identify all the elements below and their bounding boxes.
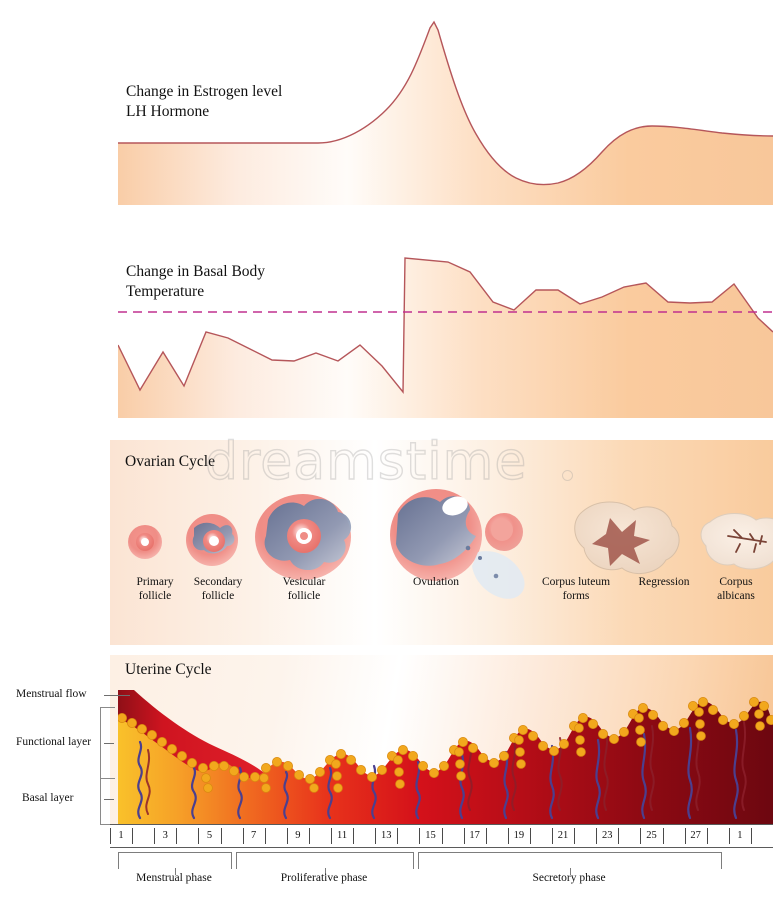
vesicular-follicle-illustration bbox=[255, 494, 352, 580]
axis-day-label: 3 bbox=[162, 830, 168, 841]
axis-tick bbox=[308, 828, 310, 844]
uterine-cycle-title: Uterine Cycle bbox=[125, 661, 212, 678]
follicle-label-ovulation: Ovulation bbox=[413, 576, 459, 588]
axis-tick bbox=[176, 828, 178, 844]
axis-tick bbox=[596, 828, 598, 844]
basal-layer-leader bbox=[104, 799, 114, 800]
axis-tick bbox=[419, 828, 421, 844]
axis-tick bbox=[110, 828, 111, 844]
axis-day-label: 17 bbox=[469, 830, 480, 841]
axis-day-label: 1 bbox=[118, 830, 124, 841]
regression-illustration bbox=[700, 513, 773, 570]
phase-label-menstrual: Menstrual phase bbox=[136, 872, 212, 884]
corpus-luteum-illustration bbox=[574, 501, 680, 575]
endometrium-illustration bbox=[118, 690, 773, 824]
axis-tick bbox=[397, 828, 399, 844]
axis-tick bbox=[154, 828, 156, 844]
axis-tick bbox=[750, 828, 752, 844]
axis-tick bbox=[331, 828, 332, 844]
axis-tick bbox=[640, 828, 642, 844]
bbt-stroke bbox=[118, 257, 773, 394]
axis-tick bbox=[684, 828, 686, 844]
functional-layer-leader bbox=[104, 743, 114, 744]
axis-day-label: 9 bbox=[295, 830, 301, 841]
phase-bracket-menstrual bbox=[118, 852, 232, 875]
phase-bracket-secretory bbox=[418, 852, 722, 875]
label-functional-layer: Functional layer bbox=[16, 736, 92, 748]
axis-tick bbox=[574, 828, 576, 844]
axis-tick bbox=[220, 828, 222, 844]
estrogen-lh-title: Change in Estrogen level LH Hormone bbox=[126, 83, 283, 120]
axis-day-label: 27 bbox=[690, 830, 701, 841]
phase-label-proliferative: Proliferative phase bbox=[280, 872, 368, 884]
phase-label-secretory: Secretory phase bbox=[532, 872, 606, 884]
follicle-label-regression: Regression bbox=[638, 576, 690, 588]
cycle-day-axis: 1 3 5 7 9 11 13 15 17 19 21 23 25 27 1 bbox=[110, 824, 773, 848]
spiral-arteries-secondary bbox=[145, 719, 747, 815]
menstrual-flow-leader bbox=[104, 695, 130, 696]
watermark-dot-icon bbox=[562, 470, 573, 481]
axis-tick bbox=[353, 828, 355, 844]
phase-stem bbox=[175, 868, 176, 875]
label-menstrual-flow: Menstrual flow bbox=[16, 688, 87, 700]
axis-day-label: 15 bbox=[425, 830, 436, 841]
axis-day-label: 5 bbox=[206, 830, 213, 841]
secondary-follicle-illustration bbox=[186, 514, 238, 566]
basal-layer-bracket bbox=[100, 778, 115, 825]
axis-day-label: 23 bbox=[601, 830, 613, 841]
ovulation-illustration bbox=[390, 489, 525, 599]
spiral-arteries bbox=[137, 726, 739, 820]
hormone-area bbox=[118, 22, 773, 205]
axis-tick bbox=[485, 828, 487, 844]
functional-layer-bracket bbox=[100, 707, 115, 779]
axis-day-label: 21 bbox=[557, 830, 569, 841]
axis-tick bbox=[463, 828, 465, 844]
uterine-glands bbox=[118, 697, 773, 793]
bbt-area bbox=[118, 258, 773, 418]
follicle-label-corpus-luteum: Corpus luteum forms bbox=[541, 576, 611, 602]
axis-tick bbox=[507, 828, 509, 844]
axis-tick bbox=[286, 828, 288, 844]
axis-tick bbox=[441, 828, 443, 844]
ovarian-cycle-illustrations bbox=[128, 489, 773, 599]
axis-tick bbox=[728, 828, 730, 844]
axis-day-label: 25 bbox=[646, 830, 657, 841]
axis-day-label: 19 bbox=[513, 830, 525, 841]
bbt-title: Change in Basal Body Temperature bbox=[126, 263, 266, 300]
axis-tick bbox=[132, 828, 134, 844]
phase-bracket-proliferative bbox=[236, 852, 414, 875]
endometrium-body bbox=[118, 701, 773, 824]
axis-tick bbox=[375, 828, 377, 844]
estrogen-lh-curve bbox=[118, 20, 773, 205]
axis-day-label: 13 bbox=[380, 830, 392, 841]
axis-tick bbox=[552, 828, 553, 844]
estrogen-lh-chart bbox=[118, 0, 773, 205]
bbt-curve bbox=[118, 257, 773, 418]
primary-follicle-illustration bbox=[128, 525, 162, 559]
axis-tick bbox=[198, 828, 200, 844]
axis-tick bbox=[242, 828, 244, 844]
phase-stem bbox=[325, 868, 326, 875]
follicle-label-primary: Primary follicle bbox=[136, 576, 174, 602]
ovarian-cycle-title: Ovarian Cycle bbox=[125, 453, 215, 470]
phase-stem bbox=[570, 868, 571, 875]
basal-body-temperature-chart bbox=[118, 240, 773, 418]
axis-day-label: 1 bbox=[737, 830, 743, 841]
axis-tick bbox=[618, 828, 620, 844]
follicle-label-secondary: Secondary follicle bbox=[193, 576, 243, 602]
axis-tick bbox=[264, 828, 266, 844]
axis-tick bbox=[662, 828, 664, 844]
label-basal-layer: Basal layer bbox=[22, 792, 74, 804]
axis-tick bbox=[706, 828, 708, 844]
axis-tick bbox=[529, 828, 531, 844]
follicle-label-vesicular: Vesicular follicle bbox=[282, 576, 326, 602]
follicle-label-corpus-albicans: Corpus albicans bbox=[717, 576, 755, 602]
hormone-stroke bbox=[118, 20, 773, 186]
axis-day-label: 11 bbox=[336, 830, 348, 841]
axis-day-label: 7 bbox=[251, 830, 257, 841]
